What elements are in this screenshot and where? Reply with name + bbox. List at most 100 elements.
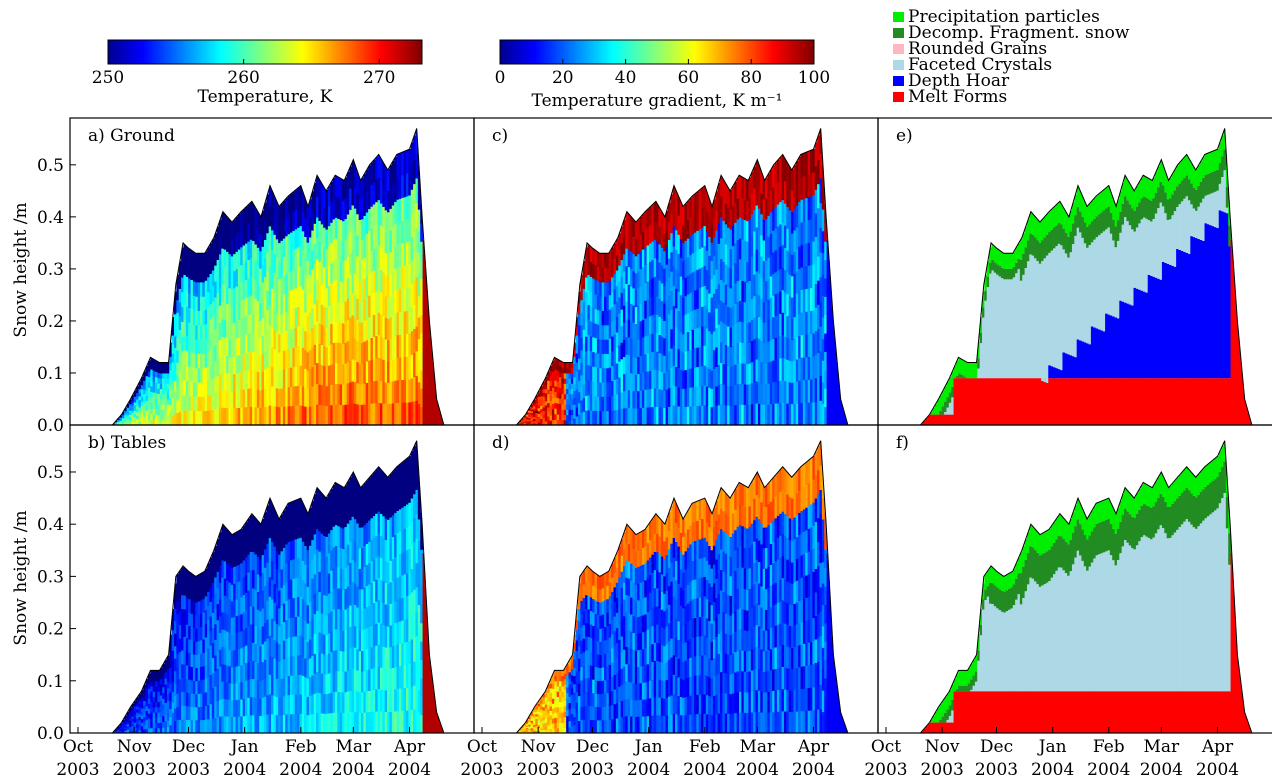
colorbar-tick-label: 260 xyxy=(227,68,259,88)
legend-swatch xyxy=(893,12,904,22)
snowpack-fill xyxy=(112,440,444,733)
x-tick-month: Dec xyxy=(576,737,609,757)
x-tick-year: 2003 xyxy=(571,760,614,780)
y-tick-label: 0.1 xyxy=(37,672,64,692)
x-tick-year: 2003 xyxy=(864,760,907,780)
panel-label: c) xyxy=(492,126,508,146)
x-tick-year: 2003 xyxy=(56,760,99,780)
y-tick-label: 0.2 xyxy=(37,312,64,332)
x-tick-month: Feb xyxy=(285,737,317,757)
x-tick-year: 2003 xyxy=(167,760,210,780)
y-tick-label: 0.5 xyxy=(37,463,64,483)
y-tick-label: 0.2 xyxy=(37,620,64,640)
panel-label: a) Ground xyxy=(88,126,175,146)
colorbar-tick-label: 100 xyxy=(798,68,830,88)
y-tick-label: 0.3 xyxy=(37,567,64,587)
x-tick-month: Oct xyxy=(467,737,497,757)
x-tick-year: 2003 xyxy=(921,760,964,780)
x-tick-month: Nov xyxy=(925,737,960,757)
colorbar-tick-label: 270 xyxy=(363,68,395,88)
x-tick-month: Nov xyxy=(521,737,556,757)
panel-label: f) xyxy=(896,433,909,453)
colorbar-tick-label: 250 xyxy=(92,68,124,88)
x-tick-month: Jan xyxy=(633,737,663,757)
x-tick-year: 2004 xyxy=(1087,760,1130,780)
y-tick-label: 0.5 xyxy=(37,156,64,176)
x-tick-year: 2003 xyxy=(460,760,503,780)
panel-d: d) xyxy=(492,433,849,734)
legend-swatch xyxy=(893,60,904,70)
snow-surface-line xyxy=(919,128,1253,426)
axes-frames: 0.0 0.1 0.2 0.3 0.4 0.5 0.0 0.1 0.2 0.3 0.4 0.5 Oct 2… xyxy=(37,117,1272,780)
x-tick-year: 2004 xyxy=(1196,760,1239,780)
x-tick-year: 2004 xyxy=(223,760,266,780)
legend-swatch xyxy=(893,76,904,86)
x-tick-year: 2004 xyxy=(332,760,375,780)
x-tick-year: 2003 xyxy=(517,760,560,780)
x-tick-month: Apr xyxy=(797,737,830,757)
colorbar-tick-label: 80 xyxy=(740,68,762,88)
y-tick-label: 0.0 xyxy=(37,416,64,436)
legend-label: Rounded Grains xyxy=(908,39,1047,59)
snow-surface-line xyxy=(111,128,445,426)
snowpack-fill xyxy=(920,128,1252,425)
colorbar-tick-label: 40 xyxy=(615,68,637,88)
colorbar-gradient: 0 20 40 60 80 100 Temperature gradient, K m⁻¹ xyxy=(495,39,830,111)
y-tick-label: 0.4 xyxy=(37,208,64,228)
x-tick-year: 2003 xyxy=(975,760,1018,780)
snowpack-fill xyxy=(516,440,848,733)
y-tick-label: 0.1 xyxy=(37,364,64,384)
legend-label: Depth Hoar xyxy=(908,71,1010,91)
colorbar-tick-label: 60 xyxy=(678,68,700,88)
panel-c: c) xyxy=(492,126,849,426)
y-tick-label: 0.4 xyxy=(37,515,64,535)
panel-e: e) xyxy=(896,126,1253,426)
snow-surface-line xyxy=(919,440,1253,734)
x-tick-year: 2004 xyxy=(792,760,835,780)
x-tick-month: Jan xyxy=(229,737,259,757)
snowpack-fill xyxy=(112,128,444,425)
x-tick-year: 2004 xyxy=(279,760,322,780)
legend-swatch xyxy=(893,44,904,54)
x-tick-year: 2004 xyxy=(1031,760,1074,780)
y-axis-label-top: Snow height /m xyxy=(11,202,31,337)
panel-a: a) Ground xyxy=(88,126,445,426)
x-tick-year: 2004 xyxy=(388,760,431,780)
x-tick-month: Oct xyxy=(63,737,93,757)
x-tick-month: Mar xyxy=(335,737,372,757)
x-tick-month: Apr xyxy=(393,737,426,757)
legend-swatch xyxy=(893,92,904,102)
x-tick-month: Apr xyxy=(1201,737,1234,757)
panel-f: f) xyxy=(896,433,1253,734)
panel-b: b) Tables xyxy=(88,433,445,734)
x-tick-year: 2004 xyxy=(736,760,779,780)
x-tick-month: Jan xyxy=(1037,737,1067,757)
x-tick-month: Dec xyxy=(172,737,205,757)
snow-surface-line xyxy=(111,440,445,734)
x-tick-year: 2004 xyxy=(627,760,670,780)
legend-label: Precipitation particles xyxy=(908,7,1100,27)
panel-label: d) xyxy=(492,433,510,453)
x-tick-month: Oct xyxy=(871,737,901,757)
snow-surface-line xyxy=(515,440,849,734)
colorbar-temperature: 250 260 270 Temperature, K xyxy=(92,39,423,107)
y-axis-label-bottom: Snow height /m xyxy=(11,510,31,645)
x-tick-month: Feb xyxy=(1093,737,1125,757)
snowpack-fill xyxy=(920,440,1252,733)
y-tick-label: 0.0 xyxy=(37,724,64,744)
panel-label: e) xyxy=(896,126,913,146)
legend-swatch xyxy=(893,28,904,38)
x-tick-month: Dec xyxy=(980,737,1013,757)
colorbar-gradient-bar xyxy=(499,39,815,65)
x-tick-month: Mar xyxy=(739,737,776,757)
legend-label: Decomp. Fragment. snow xyxy=(908,23,1130,43)
colorbar-temperature-label: Temperature, K xyxy=(198,87,333,107)
x-tick-year: 2004 xyxy=(683,760,726,780)
x-tick-month: Nov xyxy=(117,737,152,757)
colorbar-gradient-label: Temperature gradient, K m⁻¹ xyxy=(532,91,783,111)
colorbar-temperature-bar xyxy=(107,39,423,65)
x-tick-year: 2004 xyxy=(1140,760,1183,780)
snowpack-fill xyxy=(516,128,848,425)
